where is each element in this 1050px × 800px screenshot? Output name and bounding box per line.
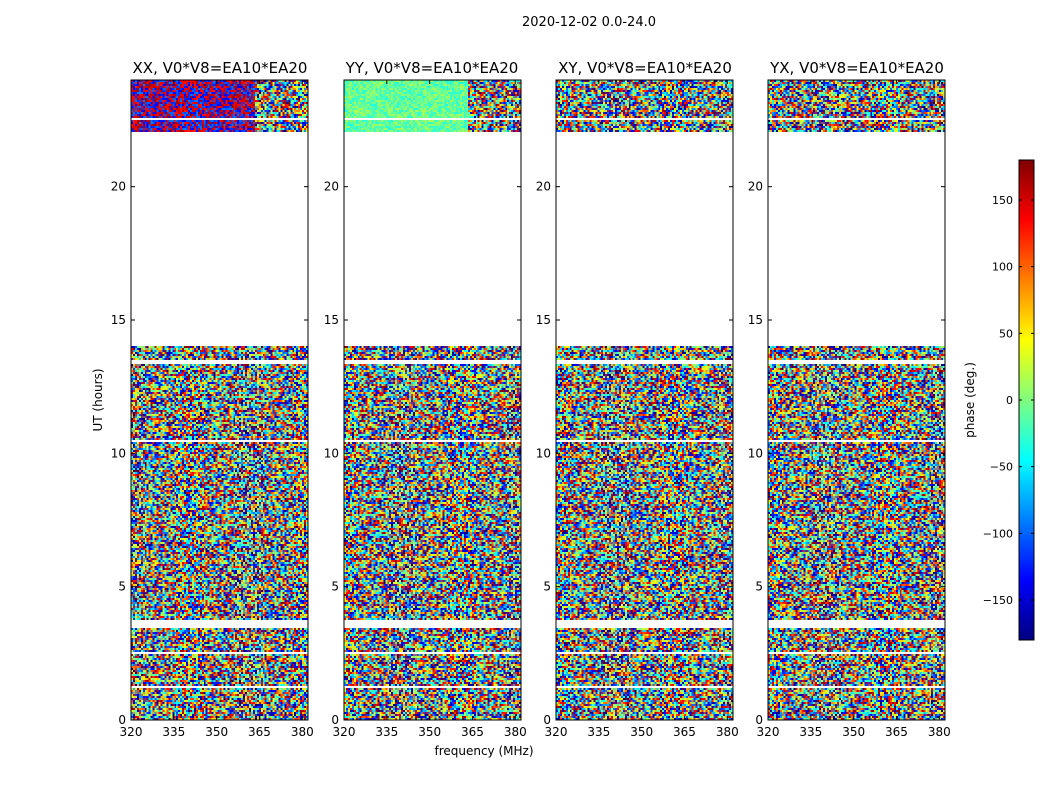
phase-heatmap-image <box>768 80 945 720</box>
x-tick-label: 365 <box>248 725 271 739</box>
y-tick-label: 10 <box>748 446 763 460</box>
colorbar-tick-label: −150 <box>983 594 1013 607</box>
phase-heatmap-image <box>556 80 733 720</box>
x-tick-label: 335 <box>162 725 185 739</box>
colorbar-tick-label: −100 <box>983 527 1013 540</box>
y-tick-label: 20 <box>536 180 551 194</box>
colorbar: phase (deg.) −150 −100 −50 0 50 100 150 <box>963 159 1035 641</box>
y-tick-label: 10 <box>536 446 551 460</box>
x-tick-label: 320 <box>120 725 143 739</box>
axes-frame <box>343 79 522 721</box>
y-tick-label: 20 <box>111 180 126 194</box>
x-tick-label: 350 <box>205 725 228 739</box>
x-tick-label: 365 <box>461 725 484 739</box>
y-tick-label: 5 <box>331 580 339 594</box>
y-tick-label: 10 <box>324 446 339 460</box>
axes-frame <box>767 79 946 721</box>
y-axis-label: UT (hours) <box>91 368 105 431</box>
x-tick-label: 335 <box>799 725 822 739</box>
panel-title-xy: XY, V0*V8=EA10*EA20 <box>558 59 732 77</box>
y-tick-label: 20 <box>324 180 339 194</box>
y-tick-label: 0 <box>118 713 126 727</box>
x-tick-label: 380 <box>291 725 314 739</box>
x-tick-label: 350 <box>630 725 653 739</box>
x-axis-label: frequency (MHz) <box>434 744 533 758</box>
y-tick-label: 15 <box>748 313 763 327</box>
y-tick-label: 10 <box>111 446 126 460</box>
panel-xx: XX, V0*V8=EA10*EA20 0 5 10 15 20 320 335 350 365… <box>111 59 314 739</box>
x-tick-label: 350 <box>418 725 441 739</box>
x-tick-label: 350 <box>842 725 865 739</box>
x-tick-label: 380 <box>928 725 951 739</box>
x-tick-label: 320 <box>333 725 356 739</box>
x-tick-label: 320 <box>757 725 780 739</box>
y-tick-label: 0 <box>331 713 339 727</box>
panel-xy: XY, V0*V8=EA10*EA20 0 5 10 15 20 320 335 350 365… <box>536 59 739 739</box>
figure-suptitle: 2020-12-02 0.0-24.0 <box>522 15 656 30</box>
y-tick-label: 0 <box>543 713 551 727</box>
colorbar-tick-label: −50 <box>990 461 1013 474</box>
panel-yx: YX, V0*V8=EA10*EA20 0 5 10 15 20 320 335 350 365… <box>748 59 951 739</box>
x-tick-label: 365 <box>673 725 696 739</box>
axes-frame <box>130 79 309 721</box>
x-tick-label: 380 <box>504 725 527 739</box>
x-tick-label: 365 <box>885 725 908 739</box>
y-tick-label: 15 <box>536 313 551 327</box>
y-tick-label: 0 <box>755 713 763 727</box>
y-tick-label: 5 <box>755 580 763 594</box>
colorbar-tick-label: 50 <box>999 327 1013 340</box>
colorbar-label: phase (deg.) <box>963 362 977 438</box>
panel-yy: YY, V0*V8=EA10*EA20 0 5 10 15 20 320 335 350 365… <box>324 59 527 739</box>
y-tick-label: 5 <box>543 580 551 594</box>
colorbar-tick-label: 0 <box>1006 394 1013 407</box>
panel-title-xx: XX, V0*V8=EA10*EA20 <box>133 59 308 77</box>
y-tick-label: 20 <box>748 180 763 194</box>
x-tick-label: 335 <box>375 725 398 739</box>
phase-heatmap-image <box>131 80 308 720</box>
colorbar-tick-label: 100 <box>992 261 1013 274</box>
axes-frame <box>555 79 734 721</box>
panel-title-yx: YX, V0*V8=EA10*EA20 <box>769 59 944 77</box>
y-tick-label: 5 <box>118 580 126 594</box>
x-tick-label: 335 <box>587 725 610 739</box>
colorbar-tick-label: 150 <box>992 194 1013 207</box>
x-tick-label: 320 <box>545 725 568 739</box>
phase-heatmap-image <box>344 80 521 720</box>
y-tick-label: 15 <box>324 313 339 327</box>
x-tick-label: 380 <box>716 725 739 739</box>
panel-title-yy: YY, V0*V8=EA10*EA20 <box>345 59 519 77</box>
y-tick-label: 15 <box>111 313 126 327</box>
